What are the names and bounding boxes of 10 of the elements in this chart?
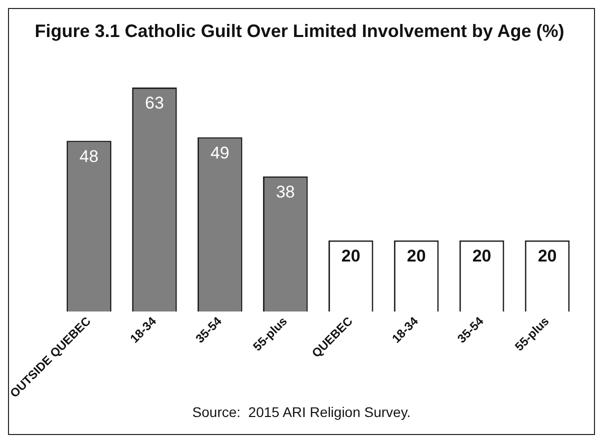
data-label: 48	[80, 146, 98, 166]
data-label: 63	[145, 94, 164, 113]
data-label: 20	[472, 246, 492, 266]
data-label: 38	[276, 182, 295, 202]
source-note: Source: 2015 ARI Religion Survey.	[191, 404, 412, 420]
data-label: 49	[210, 143, 230, 162]
data-label: 20	[406, 246, 426, 266]
chart-title: Figure 3.1 Catholic Guilt Over Limited Involvement by Age (%)	[34, 20, 564, 41]
data-label: 20	[341, 246, 360, 266]
data-label: 20	[538, 246, 557, 266]
